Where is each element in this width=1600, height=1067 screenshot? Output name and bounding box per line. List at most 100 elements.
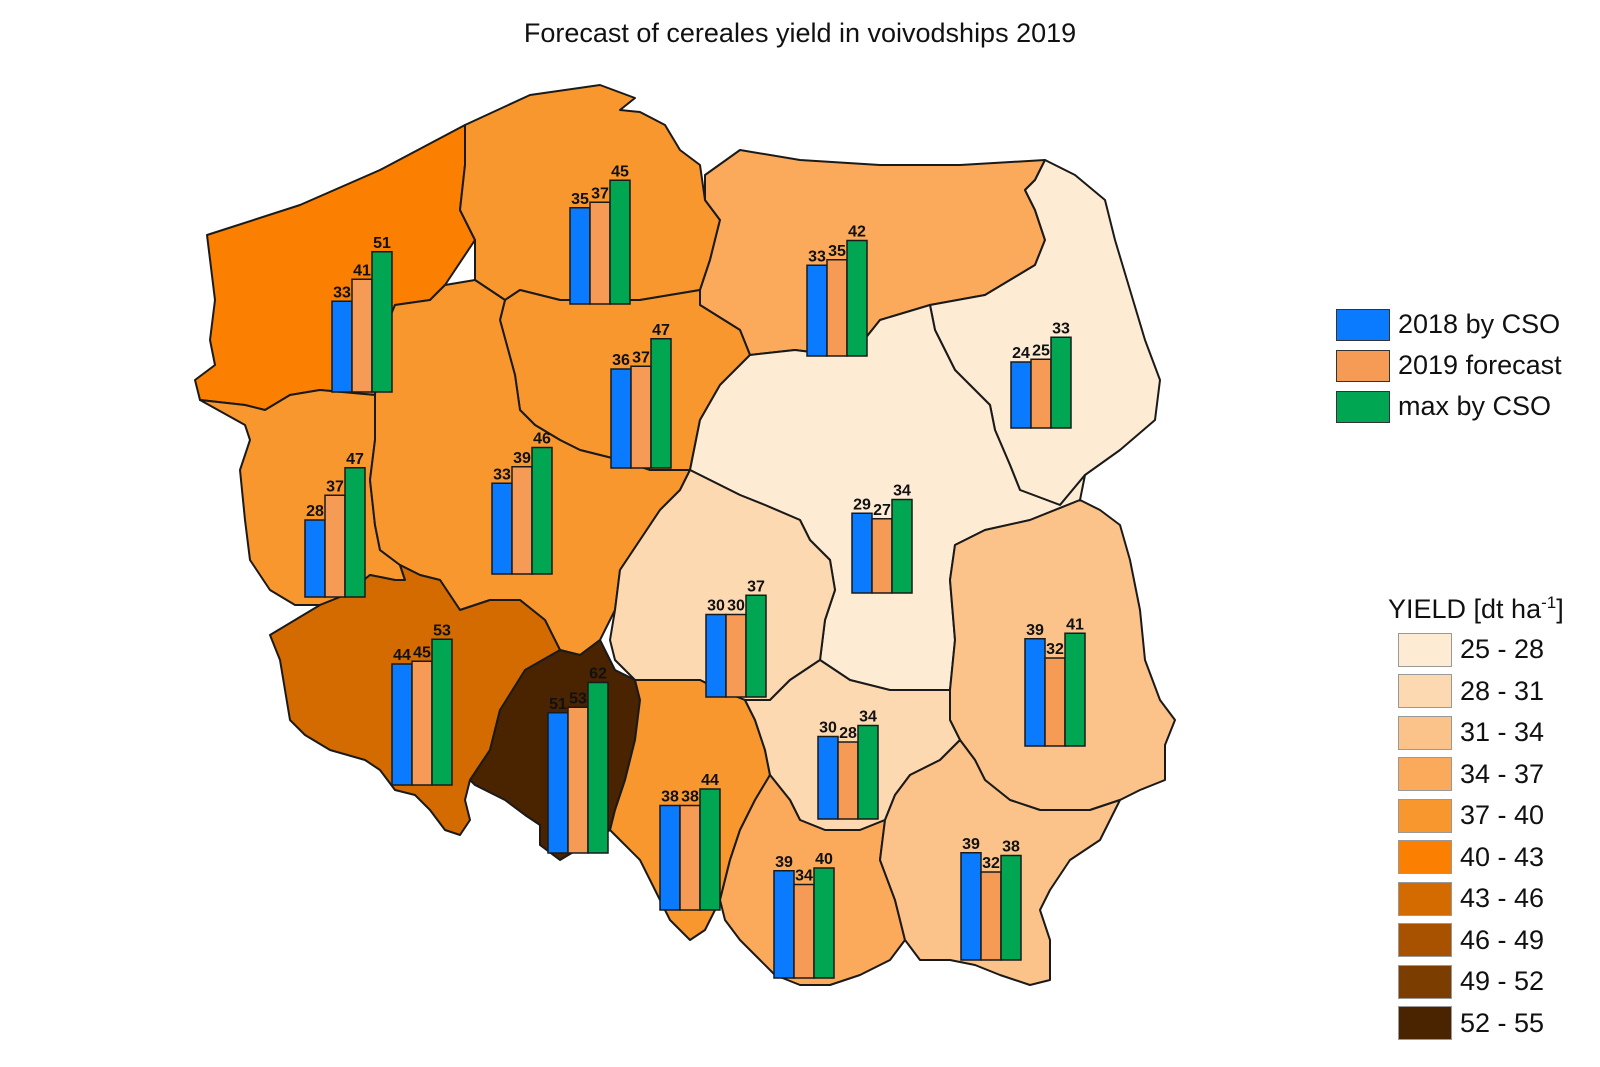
yield-legend-title-end: ] bbox=[1556, 594, 1564, 624]
bar-silesian-2 bbox=[699, 788, 721, 911]
bar-value-label: 37 bbox=[632, 349, 650, 366]
legend-label: max by CSO bbox=[1398, 391, 1552, 421]
bar-opole-0 bbox=[547, 712, 569, 854]
bar-lesser-poland-2 bbox=[813, 867, 835, 979]
bar-value-label: 51 bbox=[549, 696, 567, 713]
bar-value-label: 53 bbox=[433, 622, 451, 639]
region-lesser-poland bbox=[719, 774, 906, 986]
bar-pomeranian-1 bbox=[589, 201, 611, 305]
yield-legend-title-sup: -1 bbox=[1541, 593, 1557, 612]
bar-lublin-1 bbox=[1044, 657, 1066, 747]
legend-swatch bbox=[1336, 308, 1390, 341]
yield-class-label: 40 - 43 bbox=[1460, 841, 1545, 872]
bar-value-label: 45 bbox=[611, 163, 629, 180]
yield-class-item: 34 - 37 bbox=[1398, 754, 1574, 796]
bar-value-label: 42 bbox=[848, 224, 866, 241]
yield-class-label: 52 - 55 bbox=[1460, 1007, 1545, 1038]
yield-class-label: 28 - 31 bbox=[1460, 675, 1545, 706]
bar-opole-2 bbox=[587, 681, 609, 854]
bar-value-label: 44 bbox=[701, 772, 719, 789]
bar-value-label: 45 bbox=[413, 644, 431, 661]
bar-warmian-masurian-2 bbox=[846, 239, 868, 357]
bar-value-label: 39 bbox=[1026, 622, 1044, 639]
bar-value-label: 33 bbox=[808, 248, 826, 265]
bar-value-label: 40 bbox=[815, 851, 833, 868]
bar-value-label: 30 bbox=[819, 720, 837, 737]
yield-class-legend: YIELD [dt ha-1] 25 - 28 28 - 31 31 - 34 34 … bbox=[1388, 593, 1574, 1044]
legend-item-2019-forecast: 2019 forecast bbox=[1336, 345, 1562, 386]
bar-value-label: 38 bbox=[681, 789, 699, 806]
yield-legend-title-main: YIELD [dt ha bbox=[1388, 594, 1542, 624]
yield-class-swatch bbox=[1398, 674, 1452, 709]
bar-value-label: 33 bbox=[1052, 320, 1070, 337]
bar-lodz-0 bbox=[705, 613, 727, 698]
yield-class-item: 40 - 43 bbox=[1398, 837, 1574, 879]
yield-class-swatch bbox=[1398, 798, 1452, 833]
bar-lubusz-2 bbox=[344, 467, 366, 598]
bar-value-label: 29 bbox=[853, 496, 871, 513]
bar-swietokrzyskie-1 bbox=[837, 741, 859, 820]
bar-lodz-1 bbox=[725, 613, 747, 698]
bar-lodz-2 bbox=[745, 594, 767, 698]
bar-west-pomeranian-2 bbox=[371, 251, 393, 393]
bar-value-label: 39 bbox=[513, 450, 531, 467]
bar-value-label: 34 bbox=[795, 868, 813, 885]
yield-class-swatch bbox=[1398, 1006, 1452, 1041]
bar-podlaskie-0 bbox=[1010, 361, 1032, 429]
region-subcarpathian bbox=[879, 739, 1121, 986]
yield-class-label: 31 - 34 bbox=[1460, 717, 1545, 748]
bar-greater-poland-2 bbox=[531, 446, 553, 575]
yield-class-label: 43 - 46 bbox=[1460, 883, 1545, 914]
bar-swietokrzyskie-0 bbox=[817, 735, 839, 820]
yield-class-swatch bbox=[1398, 757, 1452, 792]
bar-value-label: 36 bbox=[612, 352, 630, 369]
series-legend: 2018 by CSO 2019 forecast max by CSO bbox=[1336, 304, 1562, 427]
bar-value-label: 34 bbox=[893, 483, 911, 500]
yield-class-list: 25 - 28 28 - 31 31 - 34 34 - 37 37 - 40 40 - … bbox=[1398, 629, 1574, 1044]
bar-pomeranian-0 bbox=[569, 207, 591, 305]
yield-class-swatch bbox=[1398, 881, 1452, 916]
bar-value-label: 37 bbox=[326, 478, 344, 495]
yield-legend-title: YIELD [dt ha-1] bbox=[1388, 593, 1564, 625]
yield-class-item: 46 - 49 bbox=[1398, 920, 1574, 962]
bar-subcarpathian-1 bbox=[980, 871, 1002, 961]
yield-class-label: 34 - 37 bbox=[1460, 758, 1545, 789]
bar-value-label: 39 bbox=[775, 854, 793, 871]
bar-value-label: 32 bbox=[982, 855, 1000, 872]
bar-value-label: 32 bbox=[1046, 641, 1064, 658]
bar-lublin-2 bbox=[1064, 632, 1086, 747]
bar-value-label: 34 bbox=[859, 709, 877, 726]
bar-kuyavian-pomeranian-2 bbox=[650, 338, 672, 469]
yield-class-item: 31 - 34 bbox=[1398, 712, 1574, 754]
bar-opole-1 bbox=[567, 706, 589, 854]
bar-silesian-0 bbox=[659, 804, 681, 911]
legend-swatch bbox=[1336, 390, 1390, 423]
bar-masovian-1 bbox=[871, 518, 893, 594]
yield-class-item: 28 - 31 bbox=[1398, 671, 1574, 713]
yield-class-label: 49 - 52 bbox=[1460, 966, 1545, 997]
yield-class-label: 25 - 28 bbox=[1460, 634, 1545, 665]
bar-lower-silesian-0 bbox=[391, 663, 413, 786]
bar-greater-poland-0 bbox=[491, 482, 513, 575]
yield-class-label: 37 - 40 bbox=[1460, 800, 1545, 831]
bar-value-label: 47 bbox=[652, 322, 670, 339]
bar-value-label: 37 bbox=[747, 578, 765, 595]
bar-value-label: 30 bbox=[707, 598, 725, 615]
bar-swietokrzyskie-2 bbox=[857, 724, 879, 820]
bar-value-label: 51 bbox=[373, 235, 391, 252]
bar-value-label: 38 bbox=[1002, 839, 1020, 856]
bar-lublin-0 bbox=[1024, 638, 1046, 747]
